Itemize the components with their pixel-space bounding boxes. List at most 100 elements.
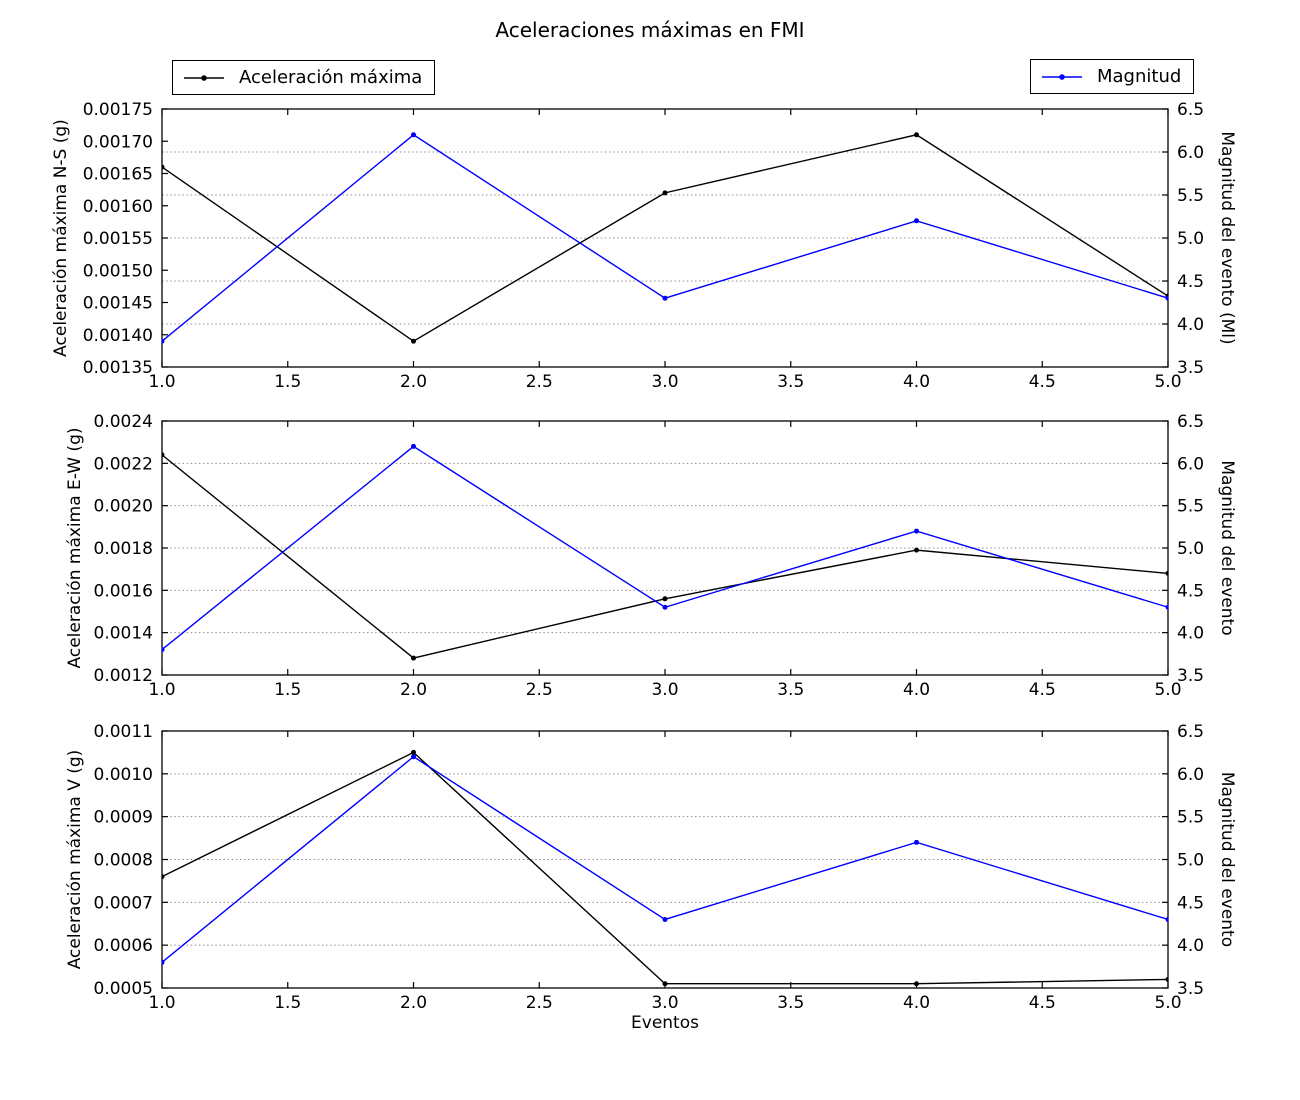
subplot-0: 1.0 1.5 2.0 2.5 3.0 3.5 4.0 4.5 5.0 0.00135 0.0014… — [51, 100, 1237, 392]
y-tick-label-left: 0.0022 — [94, 454, 153, 474]
x-tick-label: 3.0 — [651, 993, 678, 1013]
series-line — [161, 445, 1169, 651]
x-tick-label: 1.0 — [148, 680, 175, 700]
y-tick-label-left: 0.0016 — [94, 581, 153, 601]
y-tick-label-right: 6.0 — [1177, 454, 1204, 474]
x-tick-label: 1.5 — [274, 372, 301, 392]
data-point-marker — [161, 338, 165, 344]
y-tick-label-right: 5.5 — [1177, 808, 1204, 828]
legend-label: Aceleración máxima — [239, 67, 423, 88]
axes-border — [161, 730, 1169, 989]
x-tick-label: 4.5 — [1029, 372, 1056, 392]
y-tick-label-right: 6.5 — [1177, 412, 1204, 432]
y-tick-label-right: 6.5 — [1177, 722, 1204, 742]
data-point-marker — [662, 604, 668, 610]
y-axis-label: Aceleración máxima E-W (g) — [65, 428, 85, 669]
y-tick-label-left: 0.00175 — [83, 100, 153, 120]
data-point-marker — [411, 754, 416, 760]
legend-line-sample — [184, 74, 224, 81]
legend-aceleracion-maxima: Aceleración máxima — [172, 60, 436, 95]
x-tick-label: 1.5 — [274, 993, 301, 1013]
series-line — [161, 454, 1169, 659]
x-tick-label: 2.5 — [526, 993, 553, 1013]
x-tick-label: 5.0 — [1154, 680, 1181, 700]
y-tick-label-left: 0.0007 — [94, 893, 153, 913]
x-tick-label: 5.0 — [1154, 993, 1181, 1013]
x-tick-label: 4.0 — [903, 993, 930, 1013]
series-line — [161, 133, 1169, 342]
y-tick-label-left: 0.0014 — [94, 624, 153, 644]
data-point-marker — [914, 132, 919, 138]
series-line — [161, 755, 1169, 963]
x-tick-label: 4.5 — [1029, 680, 1056, 700]
x-tick-label: 4.0 — [903, 372, 930, 392]
y-tick-label-right: 4.0 — [1177, 315, 1204, 335]
data-point-marker — [914, 839, 919, 845]
x-tick-label: 4.0 — [903, 680, 930, 700]
y-tick-label-right: 5.0 — [1177, 851, 1204, 871]
data-point-marker — [411, 655, 416, 661]
data-point-marker — [914, 528, 919, 534]
y-tick-label-left: 0.00140 — [83, 326, 153, 346]
subplot-2: 1.0 1.5 2.0 2.5 3.0 3.5 4.0 4.5 5.0 0.0005 0.0006 0… — [65, 722, 1237, 1033]
y-tick-label-right: 5.0 — [1177, 539, 1204, 559]
y-tick-label-left: 0.0009 — [94, 808, 153, 828]
y-tick-label-left: 0.0020 — [94, 497, 153, 517]
x-tick-label: 2.0 — [400, 993, 427, 1013]
y-tick-label-right: 5.5 — [1177, 497, 1204, 517]
x-tick-label: 2.0 — [400, 680, 427, 700]
x-tick-label: 3.0 — [651, 372, 678, 392]
y-tick-label-right: 4.0 — [1177, 624, 1204, 644]
subplot-1: 1.0 1.5 2.0 2.5 3.0 3.5 4.0 4.5 5.0 0.0012 0.0014 0… — [65, 412, 1237, 700]
y-tick-label-right: 4.5 — [1177, 893, 1204, 913]
y-tick-label-right: 6.5 — [1177, 100, 1204, 120]
right-axis-label: Magnitud del evento — [1217, 772, 1237, 947]
data-point-marker — [662, 596, 668, 602]
series-line — [161, 751, 1169, 985]
x-tick-label: 2.5 — [526, 372, 553, 392]
y-tick-label-left: 0.0008 — [94, 851, 153, 871]
y-tick-label-right: 4.5 — [1177, 581, 1204, 601]
data-point-marker — [161, 452, 165, 458]
y-tick-label-left: 0.00145 — [83, 294, 153, 314]
legend-magnitud: Magnitud — [1030, 59, 1195, 94]
right-axis-label: Magnitud del evento (Ml) — [1217, 131, 1237, 344]
x-tick-label: 1.0 — [148, 993, 175, 1013]
y-tick-label-right: 5.0 — [1177, 229, 1204, 249]
data-point-marker — [161, 959, 165, 965]
data-point-marker — [914, 981, 919, 987]
y-tick-label-left: 0.0018 — [94, 539, 153, 559]
data-point-marker — [662, 981, 668, 987]
x-tick-label: 2.0 — [400, 372, 427, 392]
y-tick-label-left: 0.0005 — [94, 979, 153, 999]
x-tick-label: 4.5 — [1029, 993, 1056, 1013]
data-point-marker — [662, 190, 668, 196]
right-axis-label: Magnitud del evento — [1217, 460, 1237, 635]
series-line — [161, 134, 1169, 343]
data-point-marker — [411, 443, 416, 449]
data-point-marker — [1165, 916, 1169, 922]
y-tick-label-left: 0.00155 — [83, 229, 153, 249]
data-point-marker — [1165, 604, 1169, 610]
data-point-marker — [662, 295, 668, 301]
data-point-marker — [1165, 570, 1169, 576]
y-tick-label-left: 0.00160 — [83, 197, 153, 217]
x-tick-label: 3.0 — [651, 680, 678, 700]
data-point-marker — [411, 338, 416, 344]
y-tick-label-right: 3.5 — [1177, 979, 1204, 999]
data-point-marker — [914, 218, 919, 224]
y-tick-label-right: 4.5 — [1177, 272, 1204, 292]
data-point-marker — [161, 647, 165, 653]
y-tick-label-right: 5.5 — [1177, 186, 1204, 206]
data-point-marker — [1165, 295, 1169, 301]
x-tick-label: 1.0 — [148, 372, 175, 392]
legend-sample-marker-icon — [1059, 73, 1065, 80]
x-tick-label: 3.5 — [777, 680, 804, 700]
data-point-marker — [914, 547, 919, 553]
legend-line-sample — [1042, 73, 1082, 80]
data-point-marker — [662, 916, 668, 922]
x-tick-label: 3.5 — [777, 372, 804, 392]
y-tick-label-left: 0.00165 — [83, 165, 153, 185]
